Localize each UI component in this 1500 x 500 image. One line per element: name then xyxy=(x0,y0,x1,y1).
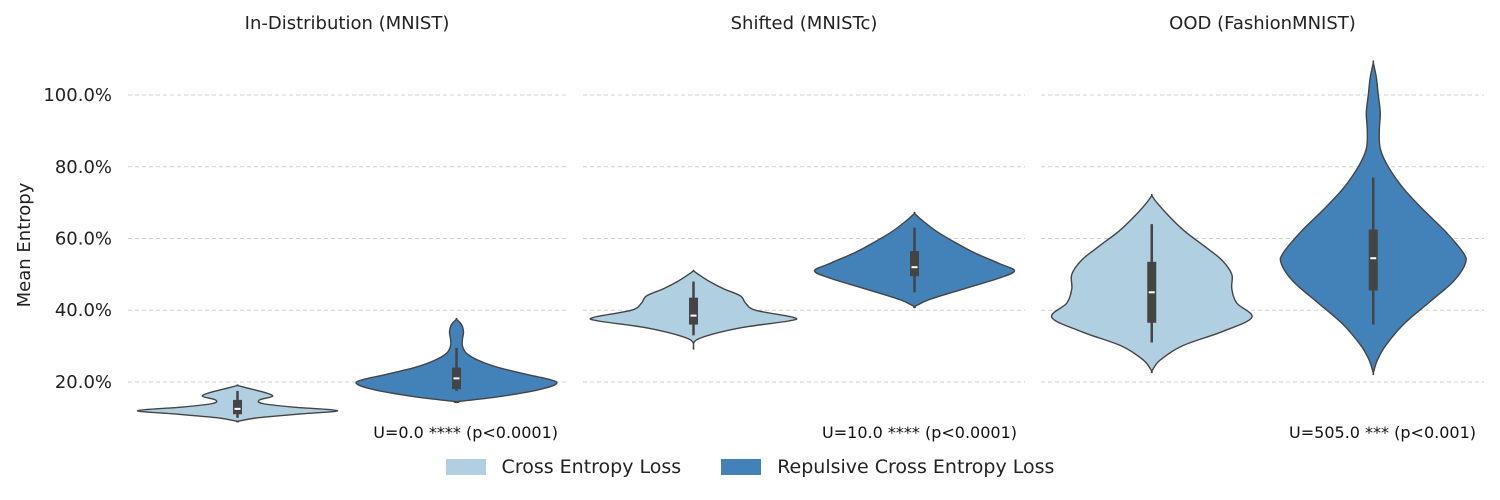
y-tick-label: 40.0% xyxy=(55,300,112,321)
legend-swatch-cross-entropy xyxy=(445,459,486,475)
significance-annotation: U=505.0 *** (p<0.001) xyxy=(1289,423,1476,442)
significance-annotation: U=10.0 **** (p<0.0001) xyxy=(822,423,1017,442)
panel-title: Shifted (MNISTc) xyxy=(731,13,878,34)
violin-iqr-box xyxy=(689,297,698,325)
panel-title: OOD (FashionMNIST) xyxy=(1169,13,1356,34)
legend-item-cross-entropy: Cross Entropy Loss xyxy=(445,456,682,478)
legend-item-repulsive: Repulsive Cross Entropy Loss xyxy=(721,456,1054,478)
legend-label-cross-entropy: Cross Entropy Loss xyxy=(501,456,682,478)
y-tick-label: 100.0% xyxy=(43,85,112,106)
y-tick-label: 20.0% xyxy=(55,372,112,393)
y-tick-label: 60.0% xyxy=(55,229,112,250)
y-axis-label: Mean Entropy xyxy=(14,182,35,307)
violin-iqr-box xyxy=(233,399,242,415)
legend-swatch-repulsive xyxy=(721,459,762,475)
significance-annotation: U=0.0 **** (p<0.0001) xyxy=(373,423,558,442)
legend: Cross Entropy Loss Repulsive Cross Entro… xyxy=(0,456,1500,478)
y-tick-label: 80.0% xyxy=(55,157,112,178)
violin-iqr-box xyxy=(910,251,919,277)
violin-iqr-box xyxy=(1368,229,1378,291)
legend-label-repulsive: Repulsive Cross Entropy Loss xyxy=(777,456,1055,478)
panel-title: In-Distribution (MNIST) xyxy=(245,13,450,34)
